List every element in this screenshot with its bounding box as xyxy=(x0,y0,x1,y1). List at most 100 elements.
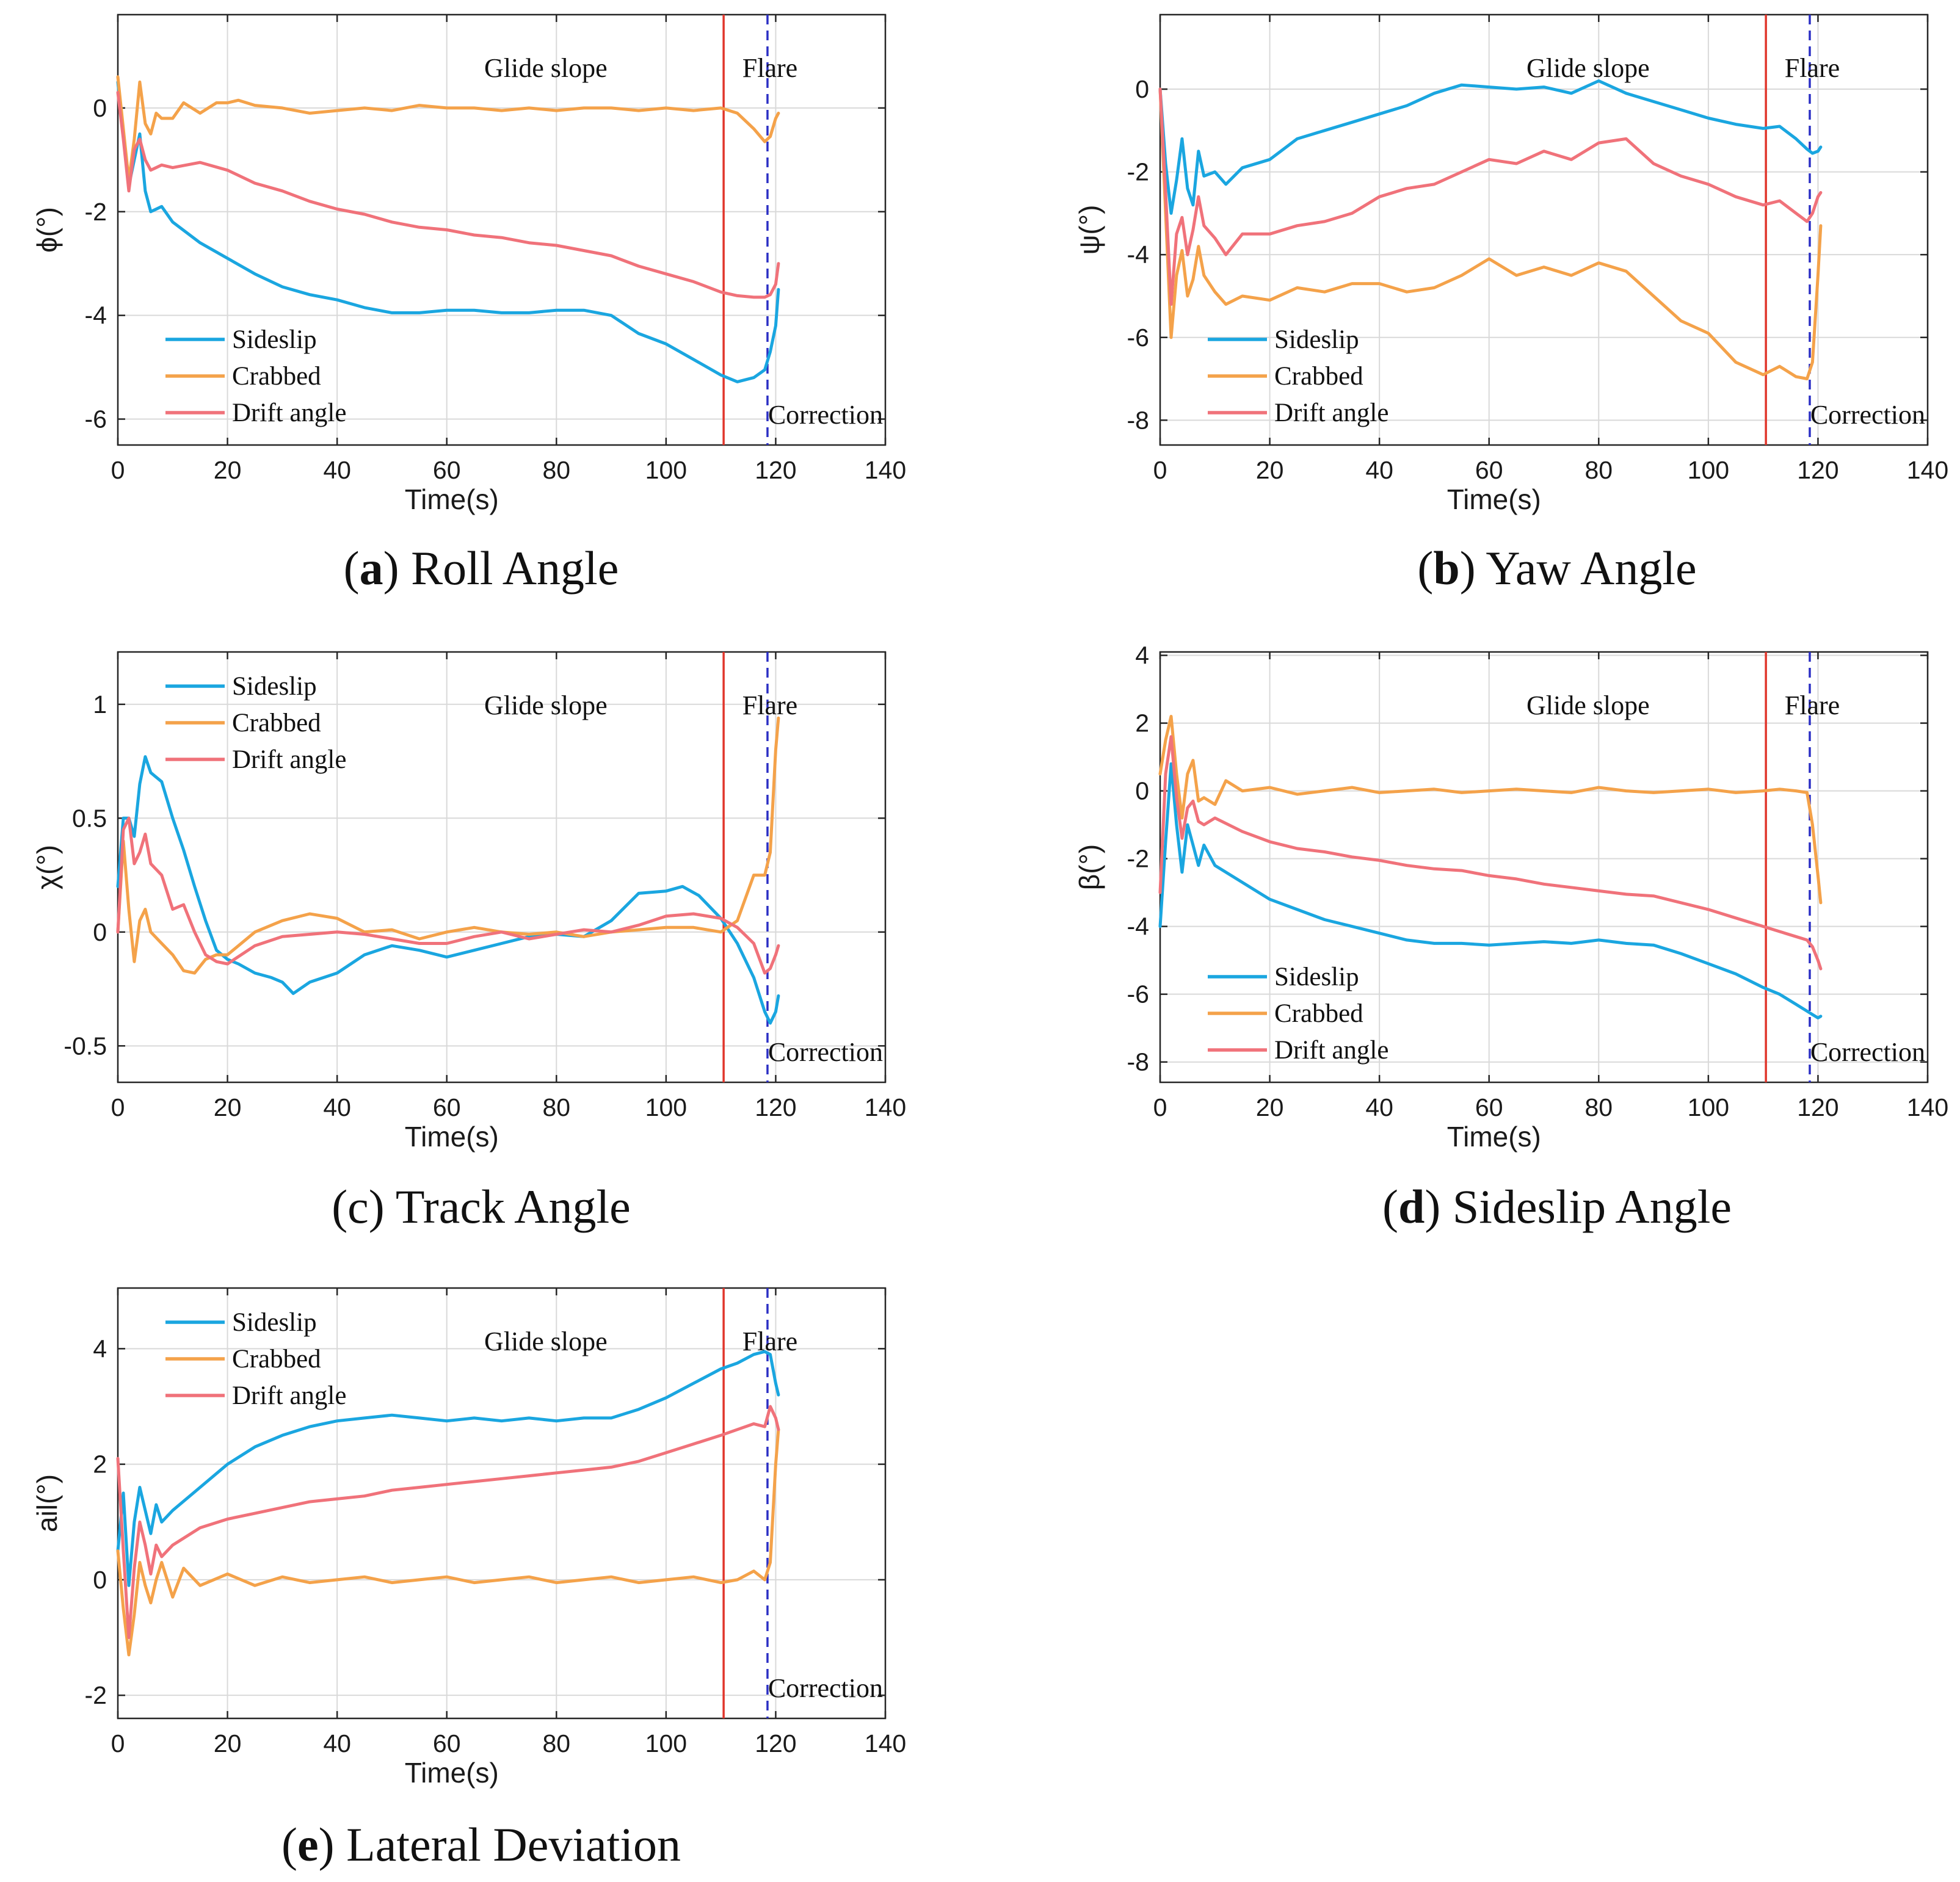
legend-label-crabbed: Crabbed xyxy=(232,362,321,391)
caption-letter: a xyxy=(360,541,383,595)
x-tick-label: 80 xyxy=(542,1729,570,1757)
x-axis-label: Time(s) xyxy=(1447,1121,1541,1153)
legend-label-drift: Drift angle xyxy=(232,1381,346,1410)
y-tick-label: 1 xyxy=(93,690,107,718)
y-tick-label: -2 xyxy=(1127,845,1149,873)
panel-caption: (a) Roll Angle xyxy=(344,541,619,595)
caption-paren-open: ( xyxy=(1382,1180,1398,1233)
legend-label-crabbed: Crabbed xyxy=(232,1345,321,1373)
legend-label-sideslip: Sideslip xyxy=(1274,325,1359,354)
x-tick-label: 40 xyxy=(1365,456,1393,484)
panel-caption: (c) Track Angle xyxy=(332,1180,631,1233)
y-tick-label: -6 xyxy=(85,405,107,433)
y-axis-label: ϕ(°) xyxy=(31,207,63,253)
x-tick-label: 40 xyxy=(323,1729,351,1757)
series-line-drift xyxy=(1158,735,1823,971)
x-tick-label: 60 xyxy=(1475,456,1503,484)
y-axis-label: ψ(°) xyxy=(1073,205,1105,255)
y-axis-label: β(°) xyxy=(1073,844,1105,891)
x-tick-label: 100 xyxy=(645,1093,687,1121)
x-axis-label: Time(s) xyxy=(405,1757,499,1789)
flare-annotation: Flare xyxy=(742,1326,797,1356)
caption-paren-open: ( xyxy=(332,1180,347,1233)
y-tick-label: 0.5 xyxy=(72,804,107,832)
legend-label-drift: Drift angle xyxy=(1274,1036,1388,1065)
plot-area xyxy=(118,1288,885,1718)
series-line-drift xyxy=(1158,87,1823,306)
legend-label-crabbed: Crabbed xyxy=(1274,362,1363,391)
glide-slope-annotation: Glide slope xyxy=(484,53,608,83)
x-tick-label: 80 xyxy=(542,456,570,484)
axes-frame xyxy=(117,13,887,446)
y-tick-label: 0 xyxy=(93,94,107,122)
caption-title: ) Yaw Angle xyxy=(1460,541,1697,595)
series-line-drift xyxy=(116,1405,780,1639)
legend-label-sideslip: Sideslip xyxy=(1274,963,1359,991)
legend-label-sideslip: Sideslip xyxy=(232,325,317,354)
caption-letter: c xyxy=(347,1180,369,1233)
chart-panel-d: 0 20 40 60 80 100 120 140 -8 -6 -4 -2 0 2 4 Time(s) β(°)… xyxy=(1073,642,1948,1233)
y-tick-label: -6 xyxy=(1127,324,1149,352)
legend-label-drift: Drift angle xyxy=(232,745,346,774)
panel-caption: (e) Lateral Deviation xyxy=(281,1818,681,1871)
series-line-sideslip xyxy=(1158,79,1823,215)
y-tick-label: 0 xyxy=(93,1566,107,1594)
axes-frame xyxy=(117,651,887,1084)
x-tick-label: 0 xyxy=(1153,1093,1167,1121)
y-tick-label: 2 xyxy=(93,1450,107,1478)
correction-annotation: Correction xyxy=(768,400,883,430)
axes-frame xyxy=(117,1287,887,1720)
y-tick-label: -0.5 xyxy=(64,1032,107,1060)
x-tick-label: 100 xyxy=(1688,1093,1729,1121)
caption-letter: d xyxy=(1398,1180,1425,1233)
x-tick-label: 20 xyxy=(1256,456,1284,484)
x-tick-label: 140 xyxy=(1907,456,1948,484)
x-tick-label: 120 xyxy=(1797,456,1838,484)
caption-title: ) Lateral Deviation xyxy=(319,1818,681,1871)
legend-label-drift: Drift angle xyxy=(1274,399,1388,427)
legend-label-crabbed: Crabbed xyxy=(232,709,321,737)
x-tick-label: 0 xyxy=(1153,456,1167,484)
panel-caption: (b) Yaw Angle xyxy=(1417,541,1696,595)
y-tick-label: 4 xyxy=(1135,642,1149,670)
x-tick-label: 60 xyxy=(433,456,461,484)
y-tick-label: -2 xyxy=(85,1681,107,1709)
flare-annotation: Flare xyxy=(1785,690,1840,720)
x-tick-label: 20 xyxy=(1256,1093,1284,1121)
legend-label-drift: Drift angle xyxy=(232,399,346,427)
x-tick-label: 80 xyxy=(542,1093,570,1121)
x-tick-label: 120 xyxy=(755,456,796,484)
x-tick-label: 120 xyxy=(755,1729,796,1757)
x-tick-label: 0 xyxy=(111,1093,125,1121)
axes-frame xyxy=(1159,13,1929,446)
x-tick-label: 60 xyxy=(1475,1093,1503,1121)
caption-letter: e xyxy=(297,1818,319,1871)
y-tick-label: 0 xyxy=(93,918,107,946)
series-line-drift xyxy=(116,816,780,975)
x-tick-label: 20 xyxy=(214,1093,242,1121)
y-tick-label: -8 xyxy=(1127,406,1149,434)
series-line-sideslip xyxy=(1158,762,1823,1019)
series-line-crabbed xyxy=(116,1428,780,1657)
x-tick-label: 60 xyxy=(433,1093,461,1121)
x-tick-label: 40 xyxy=(323,456,351,484)
x-tick-label: 100 xyxy=(645,456,687,484)
y-axis-label: χ(°) xyxy=(31,845,63,889)
legend-label-crabbed: Crabbed xyxy=(1274,999,1363,1028)
y-tick-label: 0 xyxy=(1135,777,1149,805)
series-line-sideslip xyxy=(116,1350,780,1587)
y-tick-label: 0 xyxy=(1135,75,1149,103)
x-tick-label: 80 xyxy=(1584,1093,1613,1121)
x-tick-label: 140 xyxy=(1907,1093,1948,1121)
y-tick-label: -2 xyxy=(85,198,107,226)
x-tick-label: 40 xyxy=(1365,1093,1393,1121)
caption-title: ) Sideslip Angle xyxy=(1425,1180,1732,1233)
series-line-sideslip xyxy=(116,80,780,383)
glide-slope-annotation: Glide slope xyxy=(484,690,608,720)
y-tick-label: 4 xyxy=(93,1334,107,1363)
panel-caption: (d) Sideslip Angle xyxy=(1382,1180,1732,1233)
legend-label-sideslip: Sideslip xyxy=(232,672,317,701)
x-tick-label: 140 xyxy=(865,1093,906,1121)
caption-title: ) Track Angle xyxy=(369,1180,631,1233)
